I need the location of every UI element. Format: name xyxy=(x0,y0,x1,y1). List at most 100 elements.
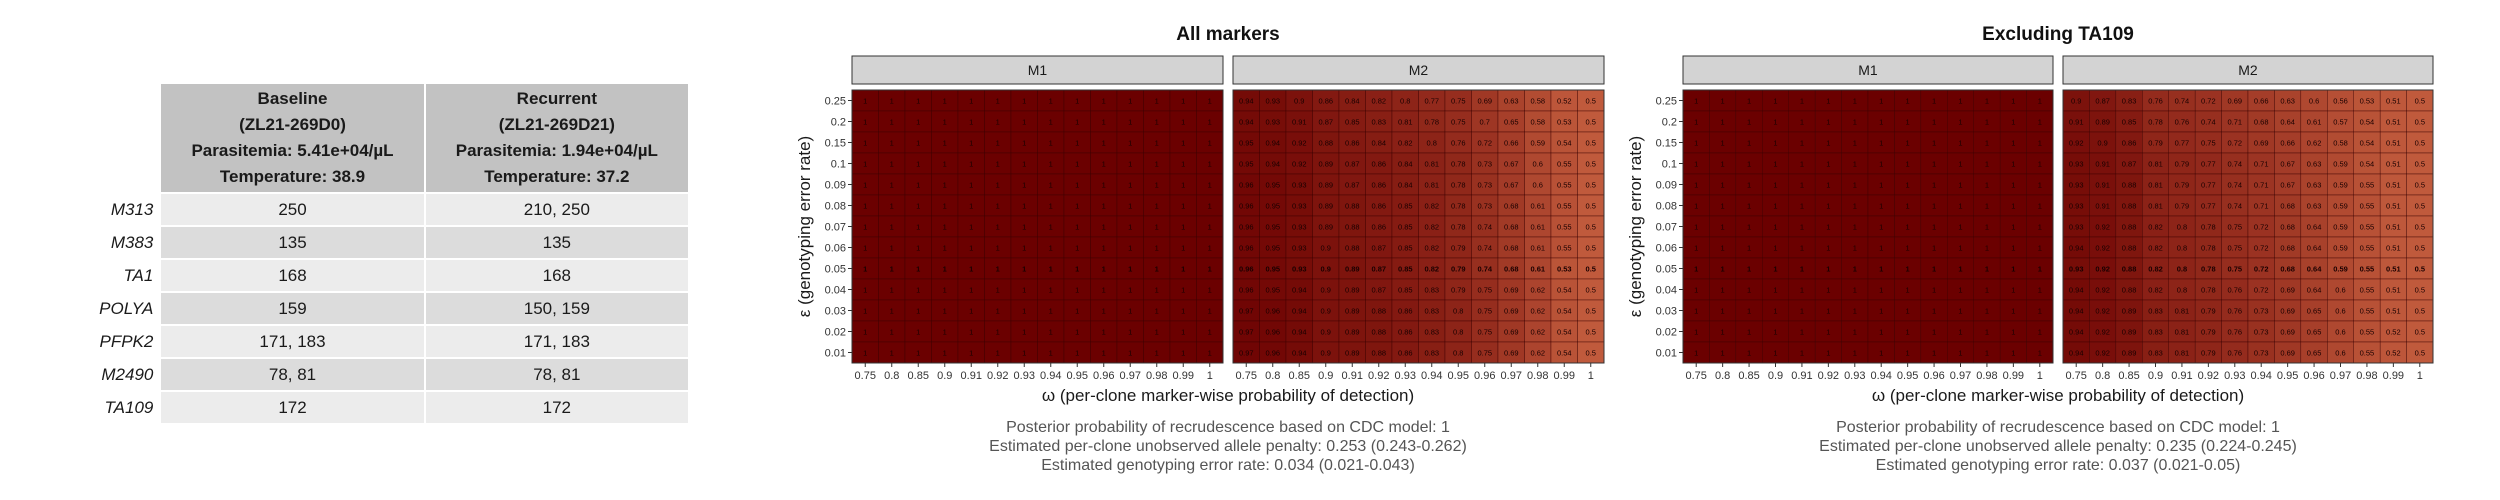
cell-label: 0.82 xyxy=(1398,139,1413,148)
x-tick-label: 0.9 xyxy=(937,370,952,382)
cell-label: 0.94 xyxy=(2069,349,2084,358)
cell-label: 0.69 xyxy=(1504,349,1519,358)
cell-label: 1 xyxy=(1208,118,1212,127)
cell-label: 0.86 xyxy=(1371,223,1386,232)
cell-label: 1 xyxy=(1049,244,1053,253)
cell-label: 0.55 xyxy=(1557,244,1572,253)
cell-label: 0.83 xyxy=(1424,328,1439,337)
cell-label: 0.51 xyxy=(2386,286,2401,295)
x-tick-label: 0.95 xyxy=(2277,370,2298,382)
cell-label: 0.8 xyxy=(1453,307,1463,316)
cell-label: 1 xyxy=(1208,139,1212,148)
cell-label: 1 xyxy=(1721,202,1725,211)
cell-label: 0.87 xyxy=(1371,286,1386,295)
cell-label: 1 xyxy=(1906,118,1910,127)
cell-label: 0.53 xyxy=(1557,265,1572,274)
cell-label: 1 xyxy=(1075,328,1079,337)
cell-label: 1 xyxy=(1128,202,1132,211)
cell-label: 0.94 xyxy=(2069,328,2084,337)
cell-label: 1 xyxy=(1853,160,1857,169)
cell-label: 1 xyxy=(2038,223,2042,232)
cell-label: 0.69 xyxy=(1477,97,1492,106)
cell-label: 1 xyxy=(1853,97,1857,106)
cell-label: 1 xyxy=(1853,202,1857,211)
cell-label: 1 xyxy=(1773,139,1777,148)
cell-label: 0.84 xyxy=(1345,97,1360,106)
cell-label: 1 xyxy=(1128,160,1132,169)
cell-label: 0.97 xyxy=(1239,307,1254,316)
cell-label: 0.78 xyxy=(2201,244,2216,253)
cell-label: 0.96 xyxy=(1239,286,1254,295)
cell-label: 0.73 xyxy=(1477,181,1492,190)
cell-label: 1 xyxy=(1181,97,1185,106)
cell-label: 0.93 xyxy=(2069,265,2084,274)
y-tick-label: 0.05 xyxy=(825,264,846,276)
cell-label: 0.55 xyxy=(1557,181,1572,190)
cell-label: 1 xyxy=(863,328,867,337)
cell-label: 1 xyxy=(1102,244,1106,253)
cell-label: 0.8 xyxy=(1453,328,1463,337)
cell-label: 1 xyxy=(1102,307,1106,316)
cell-label: 1 xyxy=(1747,97,1751,106)
annotation-line: Estimated per-clone unobserved allele pe… xyxy=(1819,438,2297,455)
cell-label: 1 xyxy=(1721,286,1725,295)
y-tick-label: 0.08 xyxy=(825,201,846,213)
y-tick-label: 0.15 xyxy=(1656,138,1677,150)
cell-label: 1 xyxy=(1022,286,1026,295)
cell-label: 1 xyxy=(916,244,920,253)
cell-label: 0.88 xyxy=(2122,202,2137,211)
cell-label: 0.78 xyxy=(1451,181,1466,190)
cell-label: 0.96 xyxy=(1239,265,1254,274)
cell-label: 1 xyxy=(1879,307,1883,316)
cell-label: 0.68 xyxy=(1504,223,1519,232)
cell-label: 0.81 xyxy=(2175,328,2190,337)
cell-label: 0.76 xyxy=(2148,97,2163,106)
marker-table: Baseline (ZL21-269D0) Parasitemia: 5.41e… xyxy=(80,82,690,425)
cell-label: 0.94 xyxy=(2069,286,2084,295)
cell-label: 0.67 xyxy=(1504,160,1519,169)
cell-label: 0.89 xyxy=(2122,307,2137,316)
x-tick-label: 0.94 xyxy=(2251,370,2272,382)
cell-label: 1 xyxy=(1181,139,1185,148)
cell-label: 1 xyxy=(1906,244,1910,253)
cell-label: 1 xyxy=(890,307,894,316)
cell-label: 0.54 xyxy=(1557,328,1572,337)
cell-label: 1 xyxy=(1985,118,1989,127)
cell-label: 1 xyxy=(969,265,973,274)
cell-label: 0.81 xyxy=(2148,202,2163,211)
recurrent-cell: 210, 250 xyxy=(425,194,688,225)
cell-label: 1 xyxy=(1721,349,1725,358)
cell-label: 1 xyxy=(1958,244,1962,253)
annotation-line: Estimated genotyping error rate: 0.034 (… xyxy=(1041,457,1415,474)
marker-label: POLYA xyxy=(99,298,154,318)
cell-label: 1 xyxy=(943,97,947,106)
recurrent-cell: 135 xyxy=(425,227,688,258)
cell-label: 0.93 xyxy=(1292,244,1307,253)
annotation-line: Estimated genotyping error rate: 0.037 (… xyxy=(1876,457,2241,474)
y-tick-label: 0.02 xyxy=(825,327,846,339)
cell-label: 0.89 xyxy=(2122,349,2137,358)
cell-label: 1 xyxy=(1985,328,1989,337)
cell-label: 1 xyxy=(969,349,973,358)
cell-label: 1 xyxy=(1075,97,1079,106)
cell-label: 1 xyxy=(2038,97,2042,106)
y-tick-label: 0.1 xyxy=(831,159,846,171)
cell-label: 0.88 xyxy=(1345,244,1360,253)
x-tick-label: 0.91 xyxy=(1791,370,1812,382)
y-tick-label: 0.02 xyxy=(1656,327,1677,339)
cell-label: 1 xyxy=(890,139,894,148)
cell-label: 1 xyxy=(1932,349,1936,358)
cell-label: 1 xyxy=(1853,265,1857,274)
cell-label: 0.59 xyxy=(2333,223,2348,232)
baseline-cell: 172 xyxy=(161,392,424,423)
cell-label: 0.59 xyxy=(2333,265,2348,274)
cell-label: 1 xyxy=(1958,307,1962,316)
cell-label: 0.71 xyxy=(2254,160,2269,169)
cell-label: 0.8 xyxy=(1400,97,1410,106)
cell-label: 0.89 xyxy=(1345,349,1360,358)
recurrent-cell: 150, 159 xyxy=(425,293,688,324)
x-tick-label: 0.92 xyxy=(1368,370,1389,382)
facet-strip xyxy=(851,55,1224,85)
cell-label: 1 xyxy=(1102,265,1106,274)
recurrent-cell: 172 xyxy=(425,392,688,423)
